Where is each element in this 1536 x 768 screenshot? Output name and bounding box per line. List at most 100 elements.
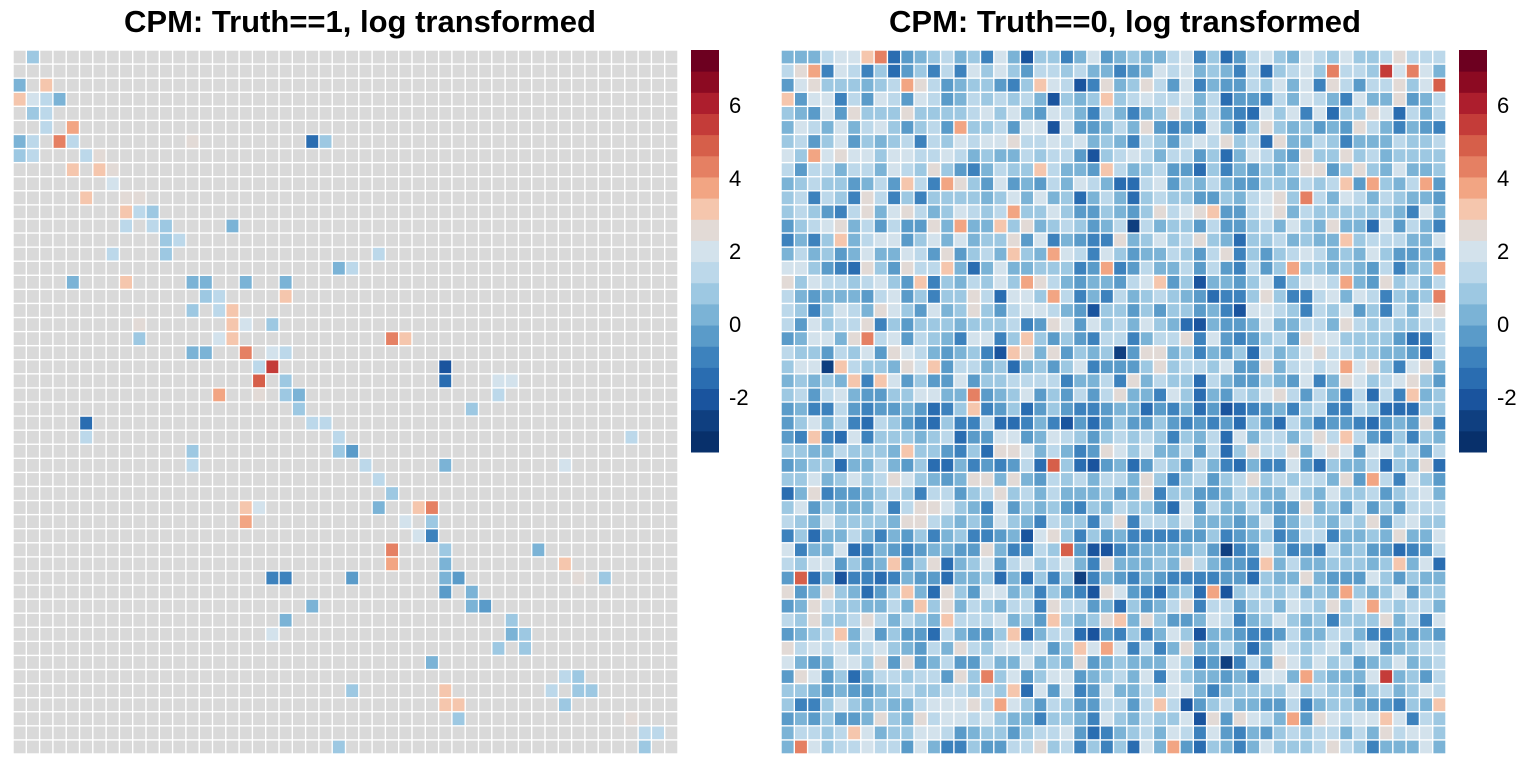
heatmap-cell — [253, 627, 265, 641]
heatmap-cell — [808, 515, 821, 529]
heatmap-cell — [80, 613, 93, 627]
heatmap-cell — [505, 261, 518, 275]
heatmap-cell — [598, 656, 611, 669]
heatmap-cell — [1007, 543, 1020, 557]
heatmap-cell — [612, 402, 625, 416]
heatmap-cell — [1007, 290, 1020, 303]
heatmap-cell — [40, 670, 53, 683]
heatmap-cell — [426, 50, 438, 64]
heatmap-cell — [559, 388, 571, 402]
heatmap-cell — [834, 712, 847, 726]
heatmap-cell — [1061, 374, 1073, 388]
heatmap-cell — [981, 121, 994, 134]
heatmap-cell — [1300, 726, 1313, 740]
heatmap-cell — [559, 670, 571, 683]
heatmap-cell — [266, 444, 279, 458]
heatmap-cell — [954, 50, 967, 64]
heatmap-cell — [861, 571, 874, 585]
heatmap-cell — [492, 121, 505, 134]
heatmap-cell — [981, 487, 994, 500]
heatmap-cell — [399, 684, 412, 697]
heatmap-cell — [1313, 726, 1326, 740]
heatmap-cell — [332, 585, 345, 599]
heatmap-cell — [1406, 163, 1419, 177]
heatmap-cell — [545, 684, 558, 697]
heatmap-cell — [399, 318, 412, 331]
heatmap-cell — [572, 740, 585, 754]
heatmap-cell — [638, 346, 651, 360]
heatmap-cell — [505, 684, 518, 697]
heatmap-cell — [332, 684, 345, 697]
heatmap-cell — [359, 402, 372, 416]
heatmap-cell — [1047, 374, 1060, 388]
heatmap-cell — [465, 599, 478, 613]
heatmap-cell — [279, 430, 292, 444]
heatmap-cell — [346, 430, 359, 444]
heatmap-cell — [479, 318, 492, 331]
heatmap-cell — [412, 430, 425, 444]
heatmap-cell — [1087, 599, 1100, 613]
heatmap-cell — [1047, 304, 1060, 317]
heatmap-cell — [625, 233, 638, 247]
heatmap-cell — [1207, 670, 1220, 683]
heatmap-cell — [279, 444, 292, 458]
heatmap-cell — [1366, 670, 1379, 683]
heatmap-cell — [1287, 557, 1299, 571]
heatmap-cell — [266, 177, 279, 191]
heatmap-cell — [532, 247, 545, 261]
heatmap-cell — [66, 487, 79, 500]
heatmap-cell — [106, 613, 119, 627]
heatmap-cell — [13, 135, 26, 148]
heatmap-cell — [1167, 78, 1180, 92]
heatmap-cell — [1327, 107, 1339, 120]
heatmap-cell — [186, 177, 199, 191]
heatmap-cell — [1353, 304, 1366, 317]
heatmap-cell — [914, 163, 927, 177]
heatmap-cell — [1180, 557, 1193, 571]
heatmap-cell — [1100, 191, 1113, 205]
heatmap-cell — [888, 515, 900, 529]
heatmap-cell — [1287, 459, 1299, 472]
heatmap-cell — [27, 177, 39, 191]
heatmap-cell — [994, 332, 1007, 345]
heatmap-cell — [346, 247, 359, 261]
heatmap-cell — [598, 78, 611, 92]
heatmap-cell — [1380, 613, 1393, 627]
heatmap-cell — [160, 430, 172, 444]
heatmap-cell — [1167, 163, 1180, 177]
heatmap-cell — [186, 613, 199, 627]
heatmap-cell — [1247, 219, 1260, 233]
heatmap-cell — [1127, 473, 1140, 486]
heatmap-cell — [226, 163, 239, 177]
heatmap-cell — [1260, 515, 1273, 529]
heatmap-cell — [834, 261, 847, 275]
heatmap-cell — [1287, 360, 1299, 374]
heatmap-cell — [199, 416, 212, 430]
heatmap-cell — [386, 627, 398, 641]
heatmap-cell — [994, 149, 1007, 162]
heatmap-cell — [346, 107, 359, 120]
heatmap-cell — [412, 501, 425, 514]
heatmap-cell — [372, 698, 385, 712]
heatmap-cell — [1167, 107, 1180, 120]
heatmap-cell — [874, 501, 887, 514]
heatmap-cell — [834, 374, 847, 388]
heatmap-cell — [199, 50, 212, 64]
heatmap-cell — [888, 656, 900, 669]
heatmap-cell — [173, 121, 186, 134]
heatmap-cell — [994, 233, 1007, 247]
heatmap-cell — [1127, 430, 1140, 444]
heatmap-cell — [1406, 712, 1419, 726]
heatmap-cell — [545, 529, 558, 543]
heatmap-cell — [1340, 585, 1353, 599]
heatmap-cell — [625, 149, 638, 162]
heatmap-cell — [306, 346, 319, 360]
heatmap-cell — [346, 233, 359, 247]
heatmap-cell — [53, 726, 66, 740]
heatmap-cell — [1273, 642, 1286, 655]
heatmap-cell — [1021, 444, 1033, 458]
heatmap-cell — [40, 613, 53, 627]
heatmap-cell — [186, 656, 199, 669]
heatmap-cell — [226, 459, 239, 472]
heatmap-cell — [1100, 107, 1113, 120]
